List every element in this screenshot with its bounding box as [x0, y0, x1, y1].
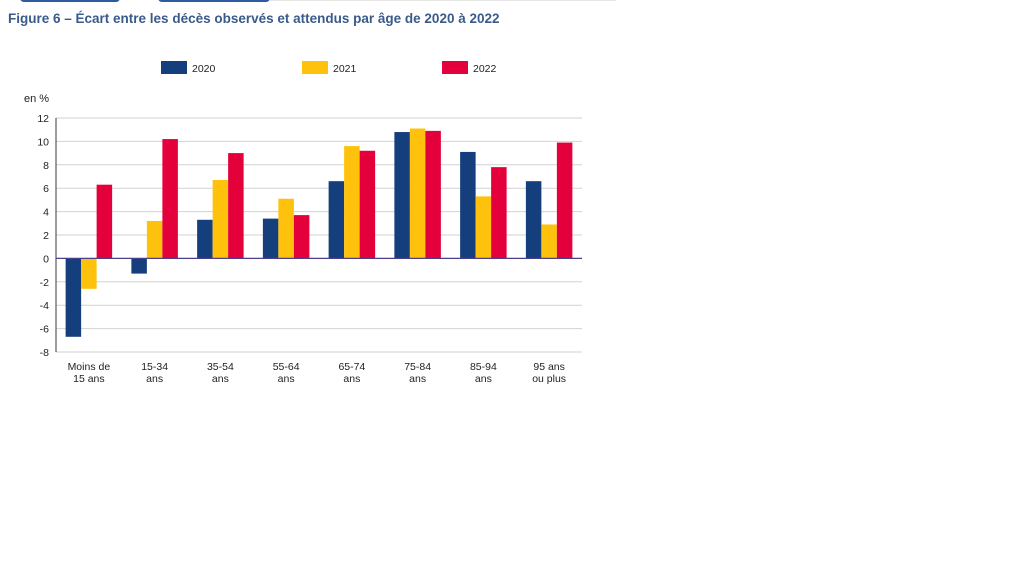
- x-tick-label: 55-64 ans: [273, 361, 300, 385]
- bar-2022-5: [425, 130, 441, 259]
- bar-2020-1: [131, 258, 147, 274]
- bar-2022-2: [228, 153, 244, 259]
- top-tab-decoration-left: [20, 0, 120, 2]
- legend-swatch-2022: [442, 61, 468, 74]
- top-divider: [270, 0, 616, 1]
- axes: [55, 118, 582, 352]
- bar-2021-7: [541, 224, 557, 259]
- bar-2021-3: [278, 198, 294, 259]
- legend: 2020 2021 2022: [161, 61, 497, 75]
- legend-label-2021: 2021: [333, 63, 357, 75]
- y-tick-label: -8: [40, 347, 49, 359]
- bar-2020-6: [460, 151, 476, 259]
- x-tick-label: 65-74 ans: [338, 361, 365, 385]
- bar-2022-1: [162, 139, 178, 259]
- bar-2021-4: [344, 146, 360, 259]
- legend-label-2022: 2022: [473, 63, 497, 75]
- bar-2021-1: [146, 220, 163, 259]
- bar-2020-0: [65, 258, 82, 337]
- legend-swatch-2021: [302, 61, 328, 74]
- bar-2022-6: [491, 167, 507, 259]
- bar-2020-3: [262, 218, 279, 259]
- x-tick-label: Moins de 15 ans: [68, 361, 111, 385]
- bar-2020-4: [328, 181, 345, 259]
- bar-2022-4: [359, 150, 376, 259]
- y-tick-label: 0: [43, 253, 49, 265]
- y-tick-label: 4: [43, 207, 49, 219]
- y-tick-label: 6: [43, 183, 49, 195]
- bar-2021-2: [212, 180, 229, 259]
- y-tick-labels: 12 10 8 6 4 2 0 -2 -4 -6 -8: [37, 113, 49, 359]
- y-tick-label: -2: [40, 277, 49, 289]
- bar-2022-0: [96, 184, 113, 259]
- x-tick-labels: Moins de 15 ans 15-34 ans 35-54 ans 55-64 ans 65…: [68, 361, 566, 385]
- bar-2021-5: [409, 128, 426, 259]
- x-tick-label: 15-34 ans: [141, 361, 168, 385]
- bar-2021-6: [475, 196, 492, 259]
- figure-title: Figure 6 – Écart entre les décès observé…: [8, 11, 500, 26]
- bar-2020-7: [525, 181, 542, 259]
- x-tick-label: 35-54 ans: [207, 361, 234, 385]
- y-tick-label: 10: [37, 136, 49, 148]
- x-tick-label: 85-94 ans: [470, 361, 497, 385]
- y-tick-label: 8: [43, 160, 49, 172]
- x-tick-label: 95 ans ou plus: [532, 361, 566, 385]
- bars: [65, 128, 573, 337]
- bar-2020-2: [197, 219, 213, 259]
- y-tick-label: 2: [43, 230, 49, 242]
- y-tick-label: -4: [40, 300, 49, 312]
- y-axis-unit-label: en %: [24, 93, 49, 105]
- legend-swatch-2020: [161, 61, 187, 74]
- y-tick-label: 12: [37, 113, 49, 125]
- top-tab-decoration-right: [158, 0, 270, 2]
- legend-label-2020: 2020: [192, 63, 216, 75]
- y-tick-label: -6: [40, 324, 49, 336]
- x-tick-label: 75-84 ans: [404, 361, 431, 385]
- bar-2022-3: [293, 215, 310, 259]
- bar-2021-0: [81, 258, 97, 289]
- bar-2022-7: [556, 142, 573, 259]
- bar-2020-5: [394, 132, 410, 259]
